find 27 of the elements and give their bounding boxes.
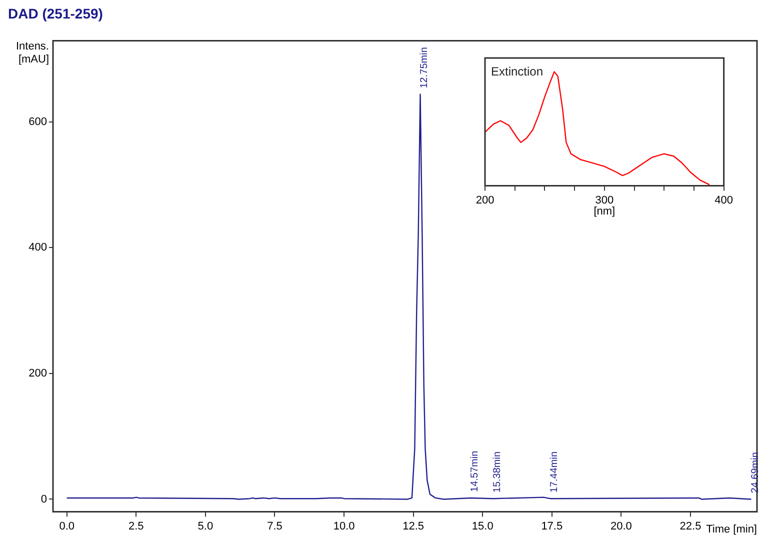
x-tick-label: 5.0 — [198, 520, 214, 532]
y-tick-label: 600 — [28, 116, 47, 128]
x-tick-label: 300 — [595, 194, 614, 206]
annotation: 24.69min — [750, 452, 759, 494]
annotation: Extinction — [491, 64, 544, 78]
x-tick-label: 22.5 — [680, 520, 702, 532]
y-axis-title: Intens. [mAU] — [16, 40, 49, 66]
x-tick-label: 7.5 — [267, 520, 282, 532]
x-tick-label: 20.0 — [610, 520, 632, 532]
x-tick-label: 0.0 — [59, 520, 75, 532]
x-tick-label: 200 — [476, 194, 494, 206]
y-tick-label: 400 — [28, 242, 47, 254]
y-tick-label: 200 — [28, 367, 47, 380]
y-tick-label: 0 — [40, 493, 47, 506]
x-tick-label: 15.0 — [472, 520, 494, 532]
annotation: 15.38min — [492, 451, 503, 493]
annotation: 14.57min — [469, 450, 480, 492]
x-tick-label: 10.0 — [333, 520, 355, 532]
x-tick-label: 400 — [714, 194, 734, 206]
x-axis-title: [nm] — [594, 205, 616, 218]
x-tick-label: 17.5 — [541, 520, 563, 532]
annotation: 17.44min — [548, 451, 560, 493]
annotation: 12.75min — [418, 47, 430, 88]
x-axis-title: Time [min] — [706, 523, 757, 536]
x-tick-label: 2.5 — [128, 520, 144, 532]
x-tick-label: 12.5 — [402, 520, 424, 532]
chart-title: DAD (251-259) — [8, 5, 103, 22]
